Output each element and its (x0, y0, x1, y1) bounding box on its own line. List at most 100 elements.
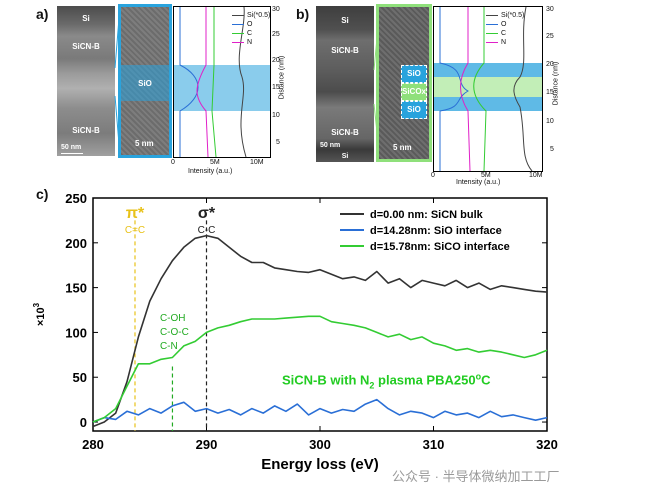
panel-b-depth-title: Distance (nm) (552, 61, 560, 106)
panel-a-xaxis-title: Intensity (a.u.) (188, 168, 233, 175)
panel-a-tem-overview: Si SiCN-B SiCN-B 50 nm (57, 6, 115, 156)
depth-tick: 30 (546, 6, 554, 13)
y-tick-label: 100 (65, 325, 87, 340)
legend-label-2: d=15.78nm: SiCO interface (370, 241, 510, 253)
depth-tick: 5 (276, 139, 280, 146)
pi-star-sublabel: C=C (125, 225, 145, 236)
series-line-1 (92, 398, 548, 423)
y-tick-label: 200 (65, 236, 87, 251)
sicox-box: SiCOx (401, 83, 427, 101)
depth-tick: 15 (272, 84, 280, 91)
panel-a-profiles (179, 7, 247, 157)
x-tick-label: 310 (423, 437, 445, 452)
legend-item-n: N (232, 38, 270, 47)
tem-layer-sicn-top: SiCN-B (72, 42, 100, 51)
profile-n (460, 7, 471, 171)
y-axis-title: ×103 (32, 302, 47, 326)
x-tick-label: 300 (309, 437, 331, 452)
pi-star-label: π* (126, 205, 145, 222)
tem-scale-bar: 50 nm (320, 142, 341, 149)
legend-label-0: d=0.00 nm: SiCN bulk (370, 209, 484, 221)
profile-si (238, 7, 247, 157)
zoom-label-sicox: SiCOx (402, 87, 427, 96)
panel-b-xtick-10m: 10M (529, 172, 543, 179)
y-tick-label: 50 (73, 370, 87, 385)
tem-layer-sicn-bottom: SiCN-B (72, 126, 100, 135)
panel-a-legend: Si(*0.5) O C N (232, 11, 270, 47)
zoom-label-sio: SiO (138, 79, 152, 88)
panel-b-profiles (439, 7, 533, 171)
y-tick-label: 0 (80, 415, 87, 430)
x-tick-label: 280 (82, 437, 104, 452)
x-tick-label: 290 (196, 437, 218, 452)
series-line-2 (92, 315, 548, 423)
panel-a-xtick-10m: 10M (250, 159, 264, 166)
depth-tick: 15 (546, 89, 554, 96)
tem-scale-bar: 50 nm (61, 144, 82, 151)
scale-bar-line (61, 153, 83, 154)
depth-tick: 20 (272, 57, 280, 64)
panel-a-depth-title: Distance (nm) (278, 55, 286, 100)
zoom-scale: 5 nm (393, 143, 412, 152)
panel-b-xtick-0: 0 (431, 172, 435, 179)
panel-a-profile-plot: Si(*0.5) O C N (173, 6, 271, 158)
panel-b-legend: Si(*0.5) O C N (486, 11, 524, 47)
zoom-scale: 5 nm (135, 139, 154, 148)
panel-a-label: a) (36, 6, 49, 22)
tem-layer-sicn-top: SiCN-B (331, 46, 359, 55)
legend-item-c: C (486, 29, 524, 38)
profile-o (439, 7, 470, 171)
panel-b-profile-plot: Si(*0.5) O C N (433, 6, 543, 172)
tem-layer-sicn-bottom: SiCN-B (331, 128, 359, 137)
legend-item-c: C (232, 29, 270, 38)
x-tick-label: 320 (536, 437, 558, 452)
profile-c (473, 7, 487, 171)
panel-b-xaxis-title: Intensity (a.u.) (456, 179, 501, 186)
sio-band-bottom (434, 97, 542, 111)
sigma-star-label: σ* (198, 205, 216, 222)
bond-label: C-OH (160, 313, 186, 324)
sio-highlight-band (121, 65, 169, 101)
profile-o (179, 7, 199, 157)
sio-bottom-box: SiO (401, 101, 427, 119)
legend-item-si: Si(*0.5) (232, 11, 270, 20)
panel-a-zoom-connector (114, 5, 120, 157)
legend-label-1: d=14.28nm: SiO interface (370, 225, 502, 237)
bond-label: C-O-C (160, 327, 189, 338)
depth-tick: 20 (546, 61, 554, 68)
legend-item-n: N (486, 38, 524, 47)
depth-tick: 30 (272, 6, 280, 13)
legend-item-o: O (486, 20, 524, 29)
zoom-label-sio-bottom: SiO (407, 105, 421, 114)
profile-n (196, 7, 209, 157)
panel-b-xtick-5m: 5M (481, 172, 491, 179)
panel-b-label: b) (296, 6, 310, 22)
panel-a-xtick-0: 0 (171, 159, 175, 166)
depth-tick: 5 (550, 146, 554, 153)
depth-tick: 25 (546, 33, 554, 40)
sio-top-box: SiO (401, 65, 427, 83)
panel-c-label: c) (36, 186, 49, 202)
sio-band-top (434, 63, 542, 77)
panel-a-xtick-5m: 5M (210, 159, 220, 166)
zoom-label-sio-top: SiO (407, 69, 421, 78)
chart-title: SiCN-B with N2 plasma PBA250oC (282, 371, 491, 390)
y-tick-label: 150 (65, 281, 87, 296)
tem-layer-si-substrate: Si (341, 153, 349, 160)
panel-b-tem-zoom: SiO SiCOx SiO 5 nm (376, 4, 432, 162)
tem-layer-si: Si (82, 14, 90, 23)
x-axis-title: Energy loss (eV) (261, 456, 379, 473)
series-line-0 (92, 234, 548, 428)
y-tick-label: 250 (65, 191, 87, 206)
profile-c (211, 7, 217, 157)
plot-frame (92, 197, 548, 432)
wechat-watermark: 公众号 · 半导体微纳加工工厂 (392, 469, 560, 484)
legend-item-o: O (232, 20, 270, 29)
bond-label: C-N (160, 341, 178, 352)
tem-layer-si: Si (341, 16, 349, 25)
profile-si (513, 7, 533, 171)
depth-tick: 10 (272, 112, 280, 119)
depth-tick: 10 (546, 118, 554, 125)
panel-b-tem-overview: Si SiCN-B SiCN-B 50 nm Si (316, 6, 374, 162)
panel-a-tem-zoom: SiO 5 nm (118, 4, 172, 158)
